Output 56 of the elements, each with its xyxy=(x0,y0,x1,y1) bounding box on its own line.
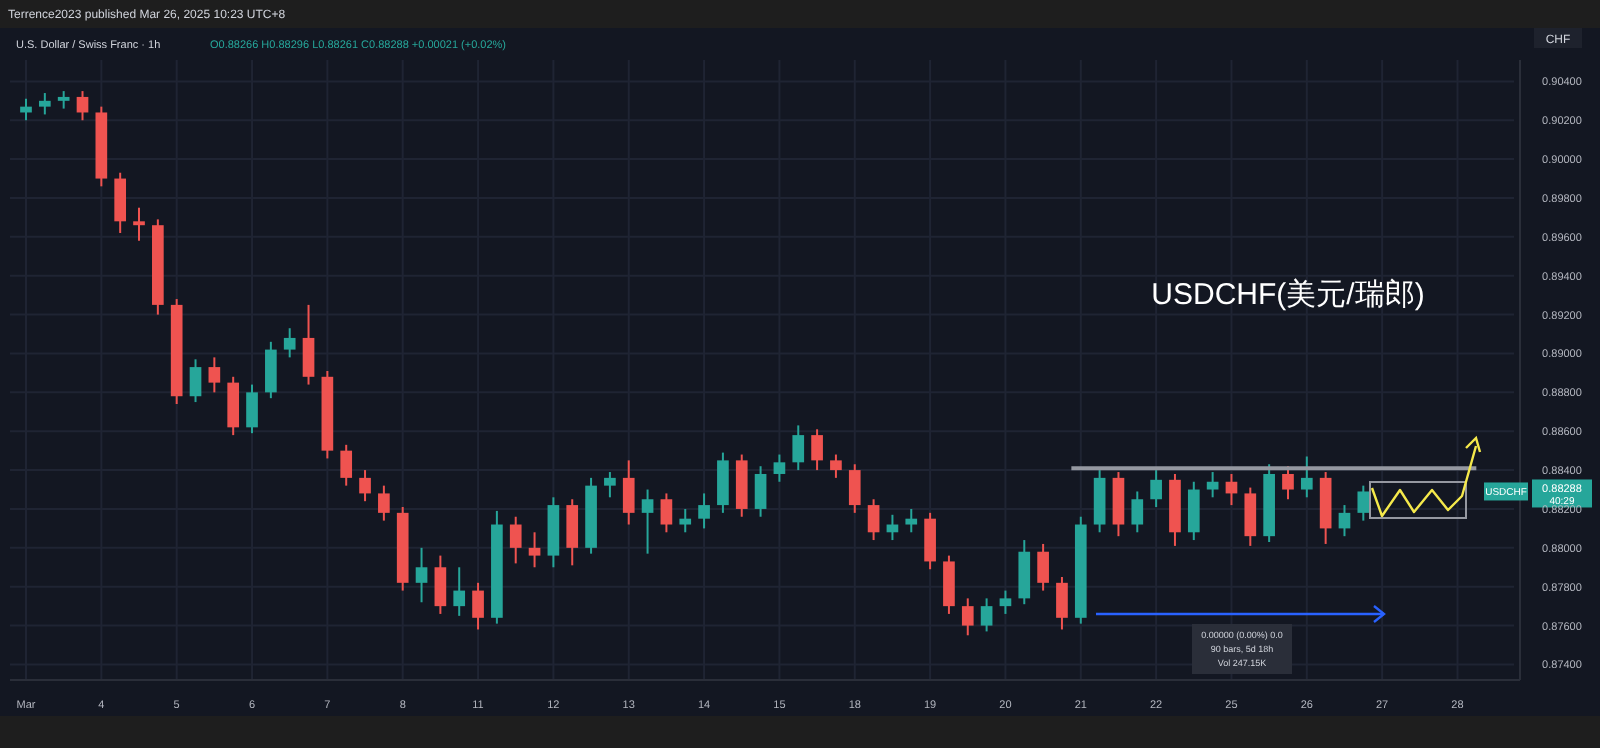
candlestick xyxy=(246,383,258,435)
annotation: USDCHF(美元/瑞郎) xyxy=(1151,278,1425,312)
candlestick xyxy=(1056,575,1068,631)
candlestick xyxy=(717,451,729,514)
candlestick xyxy=(265,340,277,400)
candlestick xyxy=(378,484,390,522)
candlestick xyxy=(76,90,89,122)
candlestick xyxy=(1131,490,1144,534)
candlestick xyxy=(604,471,616,499)
candlestick xyxy=(1206,471,1219,499)
candlestick xyxy=(679,507,692,534)
candlestick xyxy=(1244,486,1257,547)
candlestick xyxy=(472,581,484,631)
candlestick xyxy=(189,358,202,404)
candlestick xyxy=(1112,471,1125,538)
candlestick xyxy=(754,465,767,518)
candlestick xyxy=(208,356,221,394)
candlestick xyxy=(1037,542,1049,592)
candlestick xyxy=(114,171,127,234)
candlestick xyxy=(698,492,710,530)
candlestick xyxy=(1187,480,1200,542)
candlestick xyxy=(622,459,635,526)
candlestick xyxy=(1150,469,1162,509)
candlestick xyxy=(1300,455,1313,499)
candlestick xyxy=(1357,484,1370,522)
candlestick xyxy=(359,469,371,503)
candlestick xyxy=(415,546,428,604)
candlestick xyxy=(830,453,842,479)
candlestick xyxy=(924,511,936,571)
candlestick xyxy=(792,424,805,472)
candlestick xyxy=(811,428,823,472)
candlestick xyxy=(283,327,296,359)
candlestick xyxy=(528,531,541,569)
candlestick xyxy=(509,515,522,565)
candlestick xyxy=(999,589,1012,615)
candlestick xyxy=(1018,539,1031,606)
candlestick xyxy=(340,443,353,487)
candlestick xyxy=(566,498,579,567)
candlestick xyxy=(660,492,673,534)
candlestick xyxy=(773,453,786,483)
candlestick xyxy=(1093,469,1106,534)
candlestick xyxy=(434,554,447,615)
candlestick xyxy=(848,463,861,514)
candlestick xyxy=(867,498,880,542)
candlestick xyxy=(943,554,955,615)
candlestick xyxy=(641,488,654,555)
candlestick xyxy=(133,206,145,242)
candlestick xyxy=(905,507,918,534)
candlestick xyxy=(961,597,974,637)
candlestick xyxy=(227,375,240,437)
candlestick xyxy=(1338,504,1351,538)
candlestick xyxy=(302,303,315,386)
candlestick xyxy=(1282,465,1294,501)
candlestick xyxy=(980,597,993,633)
candlestick xyxy=(39,92,51,116)
candlestick xyxy=(453,566,466,617)
